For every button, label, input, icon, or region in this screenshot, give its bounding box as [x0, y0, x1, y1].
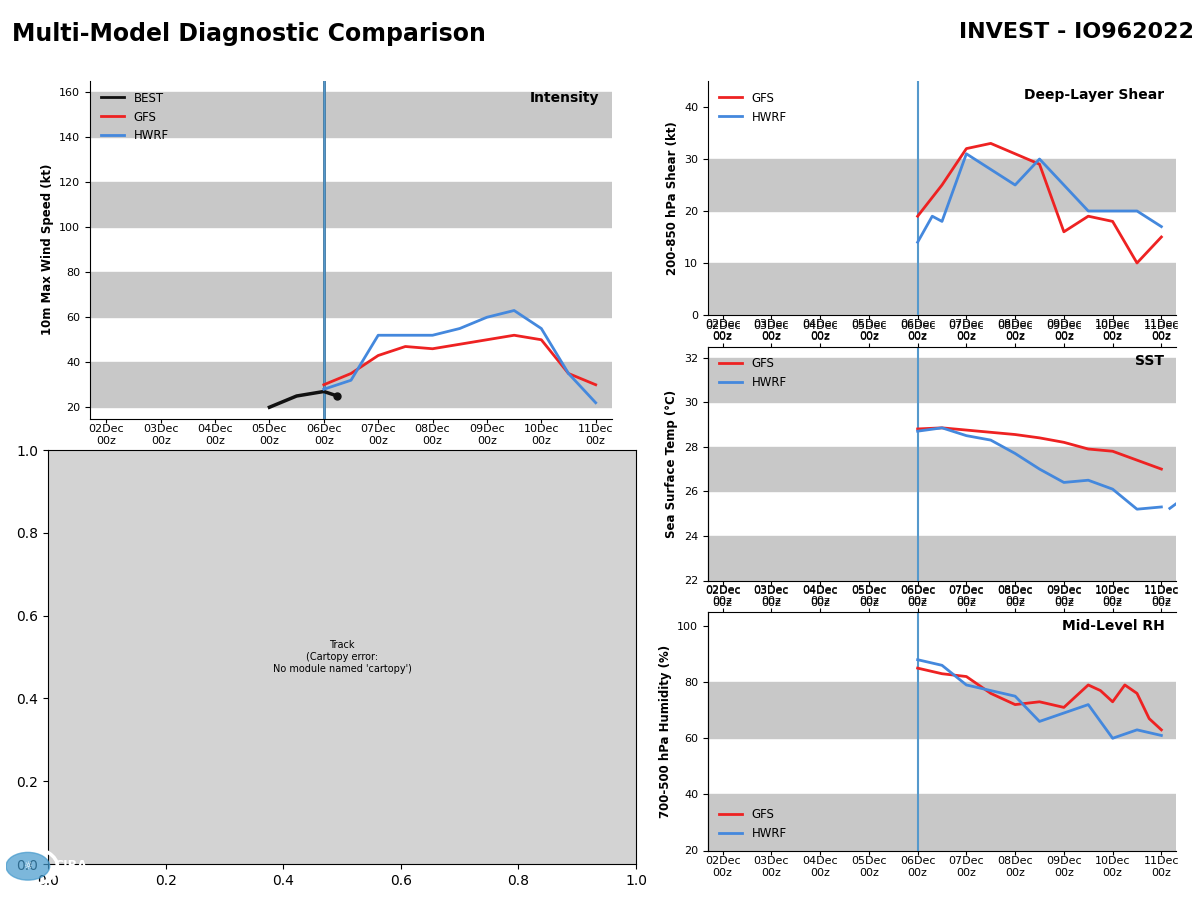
Bar — [708, 263, 1176, 315]
Text: Intensity: Intensity — [529, 91, 599, 105]
Text: CIRA: CIRA — [54, 859, 88, 872]
Bar — [708, 446, 1176, 491]
Legend: GFS, HWRF: GFS, HWRF — [714, 87, 792, 128]
Legend: GFS, HWRF: GFS, HWRF — [714, 803, 792, 844]
Bar — [708, 536, 1176, 580]
Y-axis label: 10m Max Wind Speed (kt): 10m Max Wind Speed (kt) — [41, 164, 54, 336]
Y-axis label: 200-850 hPa Shear (kt): 200-850 hPa Shear (kt) — [666, 122, 678, 274]
Text: Multi-Model Diagnostic Comparison: Multi-Model Diagnostic Comparison — [12, 22, 486, 47]
Circle shape — [6, 852, 49, 880]
Bar — [90, 93, 612, 137]
Text: INVEST - IO962022: INVEST - IO962022 — [959, 22, 1194, 42]
Text: Track
(Cartopy error:
No module named 'cartopy'): Track (Cartopy error: No module named 'c… — [272, 641, 412, 673]
Bar — [708, 682, 1176, 738]
Legend: GFS, HWRF: GFS, HWRF — [714, 353, 792, 394]
Legend: BEST, GFS, HWRF: BEST, GFS, HWRF — [96, 87, 174, 148]
Y-axis label: Sea Surface Temp (°C): Sea Surface Temp (°C) — [666, 390, 678, 537]
Bar — [708, 357, 1176, 402]
Y-axis label: 700-500 hPa Humidity (%): 700-500 hPa Humidity (%) — [659, 644, 672, 818]
Bar — [90, 362, 612, 407]
Bar — [90, 182, 612, 227]
Bar — [708, 795, 1176, 850]
Text: SST: SST — [1135, 354, 1164, 367]
Bar — [708, 159, 1176, 211]
Text: Deep-Layer Shear: Deep-Layer Shear — [1024, 88, 1164, 102]
Text: ☼: ☼ — [24, 861, 32, 871]
Bar — [90, 272, 612, 318]
Text: Mid-Level RH: Mid-Level RH — [1062, 619, 1164, 634]
